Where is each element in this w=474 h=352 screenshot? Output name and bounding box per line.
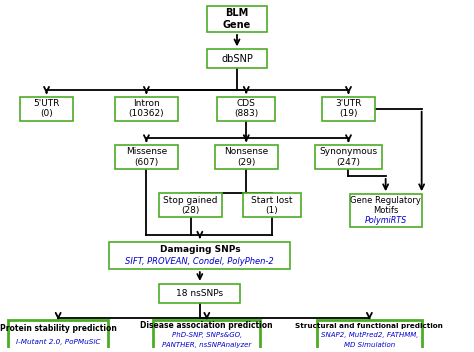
Text: (28): (28) (182, 206, 200, 215)
FancyBboxPatch shape (322, 97, 375, 121)
FancyBboxPatch shape (350, 194, 422, 227)
FancyBboxPatch shape (115, 145, 178, 169)
FancyBboxPatch shape (20, 97, 73, 121)
Text: Start lost: Start lost (251, 196, 292, 205)
Text: (1): (1) (265, 206, 278, 215)
FancyBboxPatch shape (217, 97, 275, 121)
Text: Intron: Intron (133, 99, 160, 108)
FancyBboxPatch shape (315, 145, 382, 169)
Text: MD Simulation: MD Simulation (344, 342, 395, 348)
Text: BLM: BLM (225, 8, 249, 18)
Text: Missense: Missense (126, 147, 167, 156)
FancyBboxPatch shape (243, 193, 301, 218)
FancyBboxPatch shape (215, 145, 278, 169)
Text: Protein stability prediction: Protein stability prediction (0, 324, 117, 333)
FancyBboxPatch shape (115, 97, 178, 121)
Text: (19): (19) (339, 109, 358, 119)
Text: Gene: Gene (223, 20, 251, 30)
Text: (883): (883) (234, 109, 258, 119)
Text: 5'UTR: 5'UTR (33, 99, 60, 108)
FancyBboxPatch shape (154, 320, 260, 351)
Text: Synonymous: Synonymous (319, 147, 378, 156)
Text: 3'UTR: 3'UTR (335, 99, 362, 108)
FancyBboxPatch shape (207, 6, 267, 32)
Text: PolymiRTS: PolymiRTS (365, 216, 407, 225)
FancyBboxPatch shape (8, 320, 108, 351)
FancyBboxPatch shape (159, 284, 240, 303)
Text: Damaging SNPs: Damaging SNPs (160, 245, 240, 254)
Text: Motifs: Motifs (373, 206, 398, 215)
FancyBboxPatch shape (109, 241, 291, 269)
Text: (29): (29) (237, 158, 255, 167)
Text: Structural and functional prediction: Structural and functional prediction (295, 323, 443, 329)
FancyBboxPatch shape (159, 193, 222, 218)
FancyBboxPatch shape (317, 320, 422, 351)
Text: PhD-SNP, SNPs&GO,: PhD-SNP, SNPs&GO, (172, 332, 242, 338)
Text: Stop gained: Stop gained (164, 196, 218, 205)
Text: Disease association prediction: Disease association prediction (140, 321, 273, 331)
FancyBboxPatch shape (207, 49, 267, 68)
Text: (0): (0) (40, 109, 53, 119)
Text: (607): (607) (134, 158, 158, 167)
Text: 18 nsSNPs: 18 nsSNPs (176, 289, 223, 298)
Text: SNAP2, MutPred2, FATHMM,: SNAP2, MutPred2, FATHMM, (320, 332, 418, 338)
Text: SIFT, PROVEAN, Condel, PolyPhen-2: SIFT, PROVEAN, Condel, PolyPhen-2 (126, 257, 274, 266)
Text: Gene Regulatory: Gene Regulatory (350, 196, 421, 205)
Text: I-Mutant 2.0, PoPMuSiC: I-Mutant 2.0, PoPMuSiC (16, 339, 100, 345)
Text: (247): (247) (337, 158, 361, 167)
Text: dbSNP: dbSNP (221, 54, 253, 64)
Text: PANTHER, nsSNPAnalyzer: PANTHER, nsSNPAnalyzer (162, 342, 251, 348)
Text: CDS: CDS (237, 99, 256, 108)
Text: Nonsense: Nonsense (224, 147, 268, 156)
Text: (10362): (10362) (128, 109, 164, 119)
